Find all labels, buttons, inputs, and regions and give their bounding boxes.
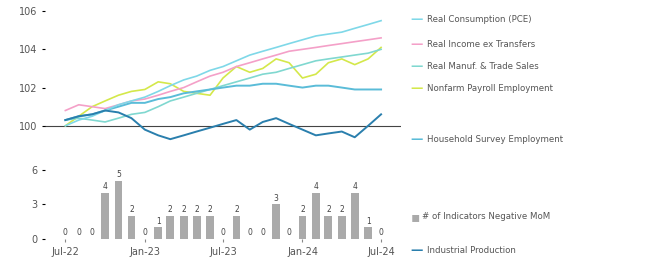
Bar [155,227,162,239]
Bar [166,216,174,239]
Text: 0: 0 [76,228,81,237]
Text: 0: 0 [378,228,384,237]
Text: 0: 0 [247,228,252,237]
Text: 0: 0 [260,228,265,237]
Text: 0: 0 [287,228,292,237]
Text: 1: 1 [366,217,371,226]
Bar [364,227,372,239]
Bar [180,216,188,239]
Text: Real Consumption (PCE): Real Consumption (PCE) [427,15,532,24]
Text: 2: 2 [129,205,134,214]
Text: —: — [411,133,423,145]
Text: —: — [411,244,423,257]
Text: —: — [411,13,423,26]
Text: 0: 0 [63,228,68,237]
Text: # of Indicators Negative MoM: # of Indicators Negative MoM [422,212,551,221]
Text: 5: 5 [116,170,121,179]
Bar [206,216,214,239]
Bar [232,216,240,239]
Text: Real Income ex Transfers: Real Income ex Transfers [427,40,535,49]
Bar [272,204,280,239]
Text: 3: 3 [274,193,279,203]
Text: 2: 2 [340,205,344,214]
Bar [193,216,201,239]
Text: Nonfarm Payroll Employment: Nonfarm Payroll Employment [427,85,553,93]
Bar [127,216,135,239]
Text: 2: 2 [181,205,186,214]
Text: —: — [411,38,423,51]
Text: 4: 4 [103,182,107,191]
Bar [312,193,320,239]
Bar [351,193,358,239]
Text: 2: 2 [234,205,239,214]
Text: —: — [411,60,423,73]
Text: 2: 2 [208,205,212,214]
Text: 2: 2 [326,205,331,214]
Bar [298,216,307,239]
Text: 4: 4 [353,182,357,191]
Text: 0: 0 [221,228,225,237]
Bar [325,216,333,239]
Text: 1: 1 [156,217,160,226]
Text: 2: 2 [168,205,173,214]
Text: Industrial Production: Industrial Production [427,246,516,255]
Text: Real Manuf. & Trade Sales: Real Manuf. & Trade Sales [427,62,539,71]
Bar [101,193,109,239]
Text: 2: 2 [194,205,199,214]
Text: 0: 0 [142,228,148,237]
Text: ▪: ▪ [411,210,420,224]
Bar [338,216,345,239]
Text: 4: 4 [313,182,318,191]
Text: —: — [411,83,423,95]
Text: 2: 2 [300,205,305,214]
Bar [115,181,122,239]
Text: 0: 0 [90,228,94,237]
Text: Household Survey Employment: Household Survey Employment [427,135,563,143]
